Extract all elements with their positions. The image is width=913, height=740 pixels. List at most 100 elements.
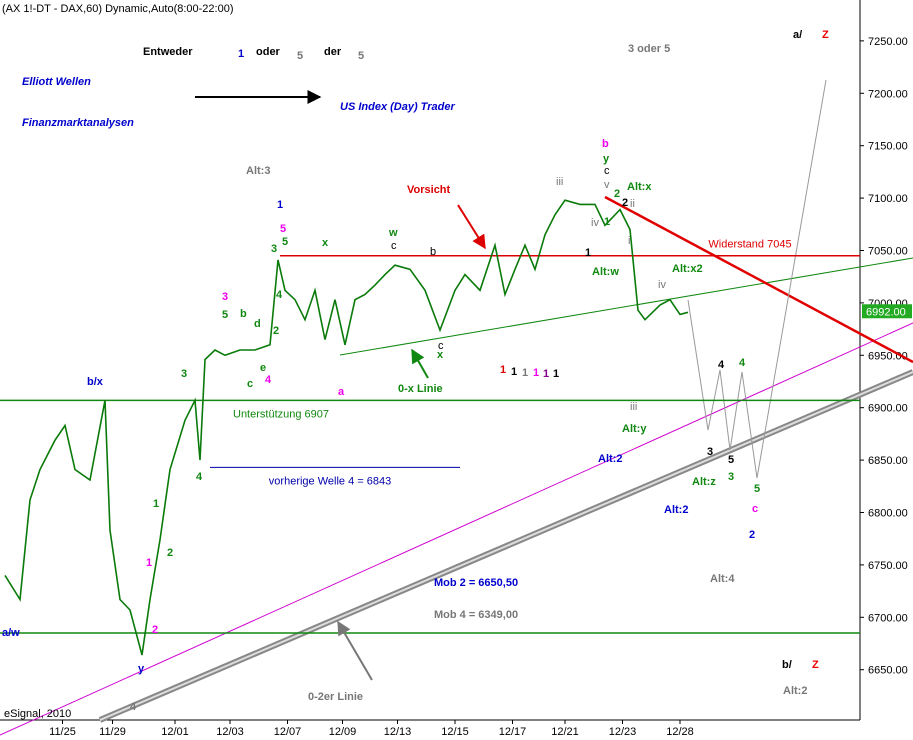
annotation: Vorsicht: [407, 184, 451, 196]
last-price-box: [862, 304, 912, 319]
x-tick-label: 12/09: [329, 726, 357, 738]
annotation: Elliott Wellen: [22, 76, 91, 88]
annotation: 3: [222, 291, 228, 303]
annotation: 5: [754, 483, 760, 495]
y-tick-label: 6700.00: [868, 612, 908, 624]
annotation: Finanzmarktanalysen: [22, 117, 134, 129]
arrow: [337, 620, 373, 681]
annotation: Alt:2: [783, 685, 807, 697]
x-tick-label: 12/01: [161, 726, 189, 738]
annotation: eSignal, 2010: [4, 708, 71, 720]
gray-channel-line: [99, 371, 913, 721]
annotation: 1: [604, 216, 610, 228]
annotation: 1: [533, 367, 539, 379]
level-label: Widerstand 7045: [708, 239, 791, 251]
annotation: Mob 2 = 6650,50: [434, 577, 518, 589]
annotation: 1: [511, 366, 517, 378]
annotation: iv: [591, 217, 599, 229]
level-label: Unterstützung 6907: [233, 408, 329, 420]
annotation: oder: [256, 46, 281, 58]
annotation: 3: [181, 368, 187, 380]
annotation: 1: [585, 247, 591, 259]
annotation: Alt:x2: [672, 263, 703, 275]
y-tick-label: 7050.00: [868, 245, 908, 257]
annotation: 0-2er Linie: [308, 691, 363, 703]
annotation: US Index (Day) Trader: [340, 101, 455, 113]
arrow: [411, 348, 429, 379]
annotation: c: [438, 340, 444, 352]
annotation: 1: [238, 48, 244, 60]
annotation: 1: [553, 368, 559, 380]
y-tick-label: 7250.00: [868, 36, 908, 48]
annotation: c: [604, 165, 610, 177]
annotation: 4: [739, 357, 746, 369]
annotation: Z: [822, 29, 829, 41]
annotation: 0-x Linie: [398, 383, 443, 395]
annotation: der: [324, 46, 342, 58]
x-tick-label: 12/21: [551, 726, 579, 738]
annotation: e: [260, 362, 266, 374]
x-tick-label: 12/17: [499, 726, 527, 738]
red-trend-line: [604, 195, 913, 364]
annotation: iii: [630, 401, 637, 413]
y-tick-label: 6650.00: [868, 665, 908, 677]
annotation: 5: [282, 236, 288, 248]
annotation: 1: [522, 367, 528, 379]
x-tick-label: 12/23: [609, 726, 637, 738]
y-tick-label: 7100.00: [868, 193, 908, 205]
y-tick-label: 6750.00: [868, 560, 908, 572]
x-tick-label: 12/07: [274, 726, 302, 738]
annotation: 5: [297, 50, 303, 62]
x-tick-label: 12/28: [666, 726, 694, 738]
annotation: 4: [196, 471, 203, 483]
annotation: c: [752, 503, 758, 515]
arrow: [457, 204, 486, 250]
annotation: Alt:x: [627, 181, 652, 193]
x-tick-label: 12/03: [216, 726, 244, 738]
annotation: d: [254, 318, 261, 330]
annotation: 5: [358, 50, 364, 62]
annotation: a/: [793, 29, 802, 41]
annotation: 1: [146, 557, 152, 569]
annotation: iii: [556, 176, 563, 188]
annotation: 1: [153, 498, 159, 510]
annotation: v: [604, 179, 610, 191]
annotation: a/w: [2, 627, 20, 639]
annotation: a: [338, 386, 345, 398]
annotation: x: [322, 237, 329, 249]
annotation: 4: [265, 374, 272, 386]
annotation: 1: [277, 199, 283, 211]
annotation: iv: [658, 279, 666, 291]
annotation: Z: [812, 659, 819, 671]
level-label: vorherige Welle 4 = 6843: [269, 475, 391, 487]
annotation: 3: [728, 471, 734, 483]
annotation: 4: [130, 701, 137, 713]
chart-title: (AX 1!-DT - DAX,60) Dynamic,Auto(8:00-22…: [2, 3, 234, 15]
price-line: [4, 199, 689, 656]
annotation: y: [138, 663, 145, 675]
annotation: c: [247, 378, 253, 390]
annotation: Alt:2: [598, 453, 622, 465]
annotation: b/x: [87, 376, 104, 388]
y-tick-label: 6850.00: [868, 455, 908, 467]
annotation: b: [602, 138, 609, 150]
annotation: 2: [749, 529, 755, 541]
annotation: 3: [707, 446, 713, 458]
y-tick-label: 6800.00: [868, 507, 908, 519]
annotation: 4: [718, 359, 725, 371]
y-tick-label: 6900.00: [868, 403, 908, 415]
x-tick-label: 11/29: [99, 726, 126, 738]
annotation: Alt:2: [664, 504, 688, 516]
annotation: i: [628, 235, 630, 247]
annotation: 4: [276, 289, 283, 301]
annotation: 1: [500, 364, 506, 376]
annotation: 5: [222, 309, 228, 321]
annotation: Alt:w: [592, 266, 619, 278]
annotation: Alt:y: [622, 423, 647, 435]
y-tick-label: 7150.00: [868, 141, 908, 153]
y-tick-label: 7200.00: [868, 88, 908, 100]
last-price-label: 6992.00: [866, 306, 906, 318]
annotation: Alt:4: [710, 573, 735, 585]
